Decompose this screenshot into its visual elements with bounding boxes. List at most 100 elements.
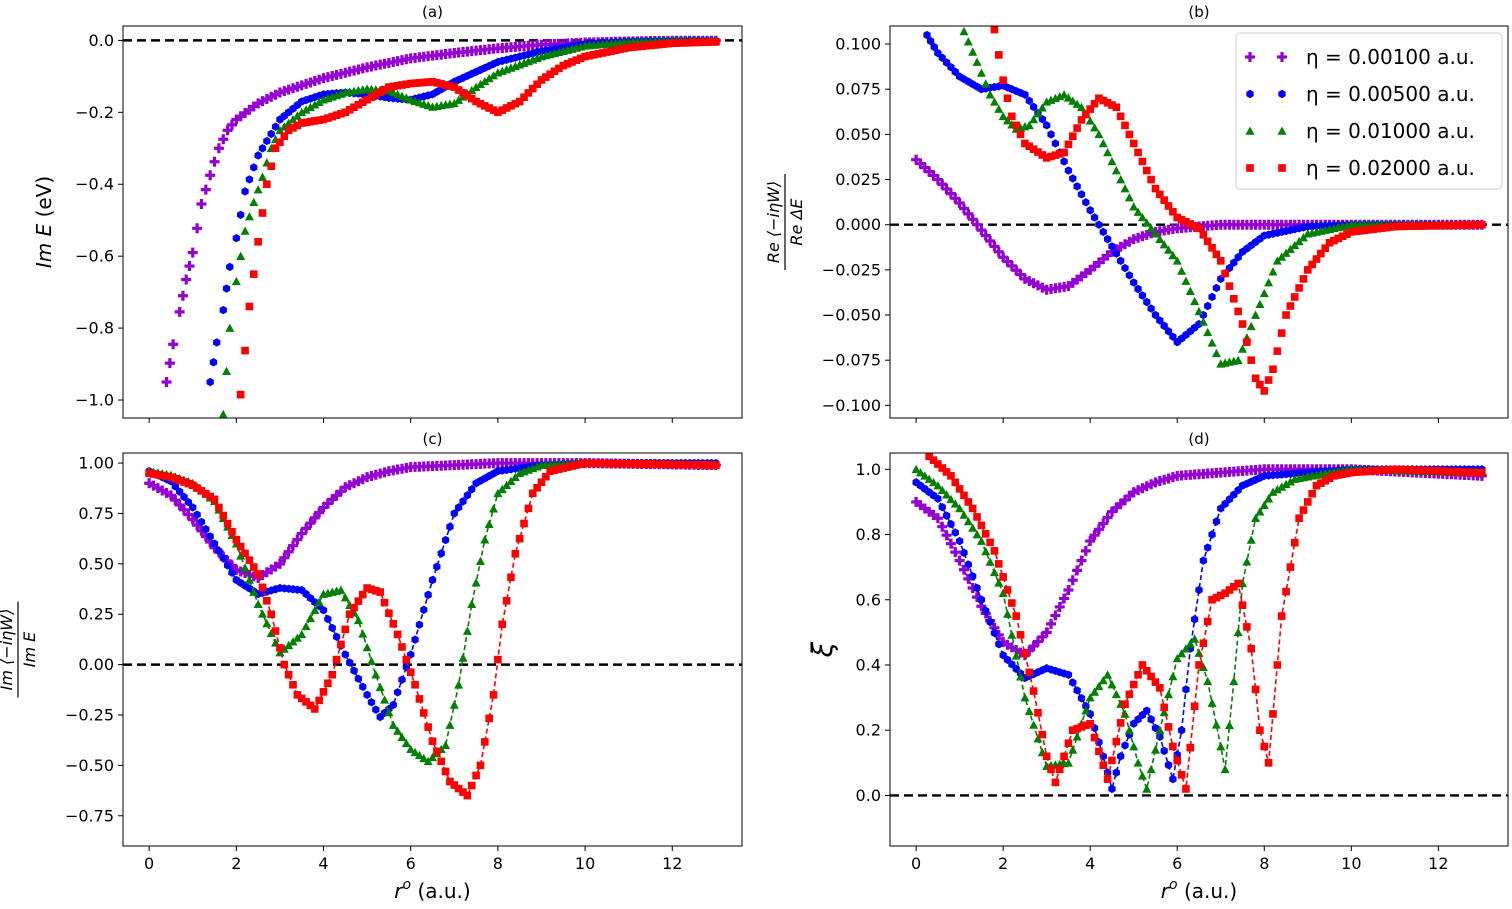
data-point	[189, 503, 197, 512]
data-point	[219, 511, 228, 520]
data-point	[990, 547, 999, 555]
data-point	[184, 479, 193, 488]
data-point	[305, 102, 315, 112]
data-point	[1051, 778, 1060, 787]
data-point	[476, 99, 485, 108]
data-point	[528, 489, 537, 498]
data-point	[249, 270, 258, 278]
data-point	[305, 613, 315, 623]
data-point	[419, 709, 428, 717]
plot-frame	[122, 25, 743, 419]
y-axis: 1.00 0.75 0.50 0.25 0.00 −0.25 −0.50 −0.75	[65, 454, 123, 825]
data-point	[1230, 582, 1238, 591]
data-point	[1090, 687, 1100, 696]
data-point	[485, 104, 493, 112]
y-label-part: (eV)	[32, 176, 56, 218]
data-point	[215, 546, 223, 556]
data-point	[1134, 148, 1142, 157]
data-point	[964, 498, 973, 506]
data-point	[476, 761, 485, 770]
data-point	[982, 606, 990, 616]
data-point	[542, 73, 550, 81]
data-point	[1085, 116, 1095, 125]
data-point	[1082, 198, 1090, 207]
data-point	[1243, 338, 1251, 346]
series-line	[148, 462, 716, 579]
data-point	[1199, 639, 1208, 648]
data-point	[1246, 321, 1256, 331]
y-tick-label: −0.2	[75, 103, 114, 122]
data-point	[998, 588, 1008, 598]
data-point	[145, 469, 153, 477]
data-point	[1112, 103, 1121, 112]
data-point	[1138, 661, 1147, 669]
data-point	[1177, 266, 1187, 275]
data-point	[581, 459, 589, 467]
data-point	[219, 305, 227, 315]
data-point	[690, 460, 698, 469]
data-point	[1182, 685, 1190, 694]
data-point	[197, 517, 206, 527]
data-point	[929, 456, 938, 464]
data-point	[1286, 563, 1295, 571]
data-point	[1451, 221, 1460, 230]
data-point	[1369, 467, 1377, 475]
data-point	[433, 747, 441, 756]
data-point	[1216, 742, 1226, 751]
data-point	[471, 578, 481, 587]
data-point	[1251, 310, 1261, 319]
legend-marker	[1277, 52, 1287, 62]
data-point	[449, 700, 459, 709]
data-point	[428, 77, 437, 86]
legend-label: η = 0.02000 a.u.	[1306, 156, 1475, 180]
data-point	[467, 599, 477, 608]
data-point	[1417, 222, 1425, 230]
data-point	[1142, 784, 1152, 793]
data-point	[995, 560, 1003, 568]
data-point	[197, 487, 206, 495]
panel-title: (b)	[1188, 3, 1209, 21]
data-point	[1198, 317, 1208, 326]
data-point	[1069, 174, 1077, 183]
data-point	[1059, 90, 1069, 99]
data-point	[428, 575, 437, 585]
data-point	[263, 596, 271, 605]
data-point	[258, 209, 267, 217]
data-point	[236, 542, 245, 551]
data-point	[1156, 684, 1164, 692]
data-point	[223, 519, 232, 528]
data-point	[494, 655, 502, 664]
data-point	[241, 549, 249, 558]
data-point	[550, 466, 559, 474]
data-point	[1312, 255, 1321, 263]
data-point	[951, 528, 959, 537]
data-point	[677, 460, 685, 469]
data-point	[437, 80, 446, 88]
data-point	[398, 675, 406, 684]
data-point	[385, 609, 393, 618]
data-point	[446, 522, 454, 531]
data-point	[1047, 130, 1055, 139]
data-point	[236, 251, 246, 260]
data-point	[925, 453, 933, 461]
data-point	[192, 223, 203, 234]
data-point	[406, 744, 416, 754]
data-point	[603, 459, 611, 468]
data-point	[393, 688, 402, 697]
data-point	[1447, 221, 1456, 230]
data-point	[1029, 145, 1038, 153]
y-tick-label: 1.0	[856, 460, 881, 479]
data-point	[1003, 609, 1013, 618]
data-point	[324, 614, 332, 624]
data-point	[363, 690, 371, 700]
data-point	[1063, 93, 1073, 102]
data-point	[1116, 175, 1126, 184]
data-point	[537, 478, 546, 487]
data-point	[1185, 286, 1195, 295]
data-point	[472, 97, 480, 106]
data-point	[279, 552, 290, 563]
data-point	[989, 567, 999, 577]
data-point	[616, 45, 624, 54]
plot-area	[123, 35, 742, 418]
data-point	[1060, 752, 1068, 761]
